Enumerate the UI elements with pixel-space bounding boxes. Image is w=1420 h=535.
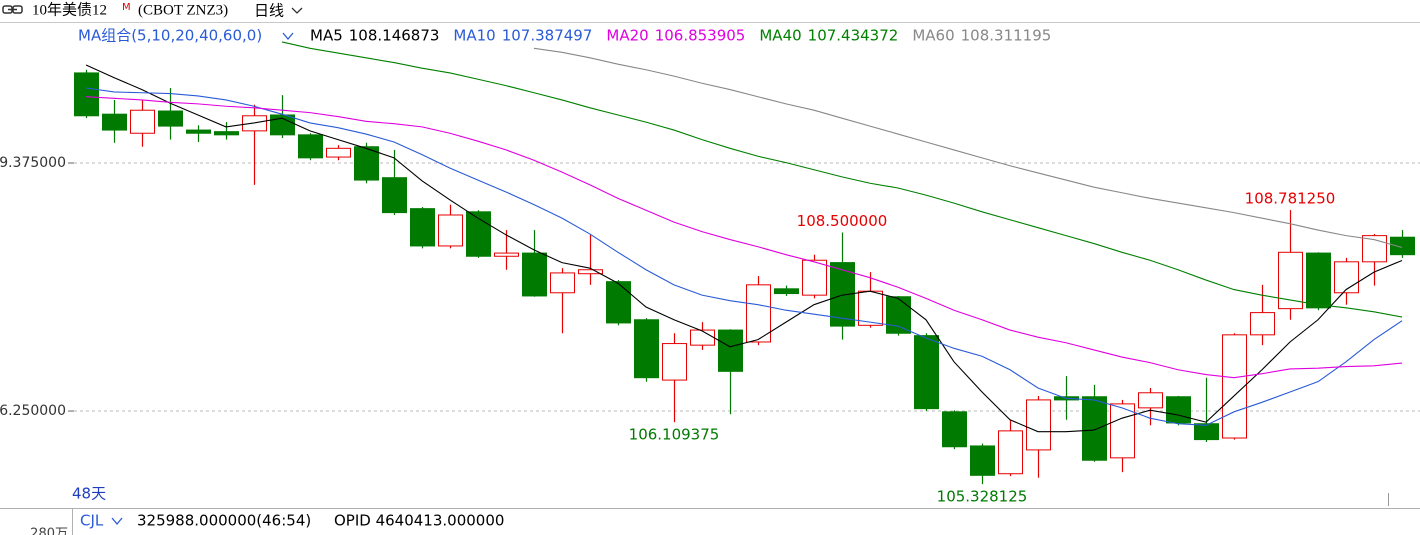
candle-body-up [662, 343, 687, 381]
extreme-annotation: 105.328125 [937, 488, 1028, 506]
ma-group-label[interactable]: MA组合(5,10,20,40,60,0) [78, 27, 262, 45]
candle-body-up [1250, 312, 1275, 336]
title-sup: M [122, 2, 131, 13]
legend-name: MA60 [912, 27, 954, 45]
candle-body-down [270, 114, 295, 136]
candle-body-down [158, 110, 183, 127]
legend-value: 107.387497 [502, 27, 593, 45]
candle-body-up [1026, 399, 1051, 451]
candle-body-up [858, 290, 883, 326]
candle-body-down [354, 146, 379, 181]
candle-body-down [1082, 396, 1107, 461]
legend-value: 108.146873 [349, 27, 440, 45]
indicator-label[interactable]: CJL [80, 512, 104, 530]
candle-body-up [998, 430, 1023, 475]
ma-line [85, 96, 1403, 379]
candle-body-down [186, 129, 211, 134]
candle-body-up [1110, 403, 1135, 459]
candle-body-down [214, 131, 239, 136]
candle-body-up [494, 252, 519, 257]
candle-body-up [326, 147, 351, 158]
legend-name: MA10 [453, 27, 495, 45]
ma-line [533, 47, 1403, 248]
candle-body-down [718, 329, 743, 372]
candle-body-up [746, 284, 771, 343]
ma-line [281, 41, 1403, 318]
period-chevron[interactable] [291, 7, 303, 14]
lower-axis-label: 280万 [30, 527, 68, 535]
candle-body-down [634, 319, 659, 379]
period-selector[interactable]: 日线 [254, 2, 284, 20]
candle-body-down [74, 72, 99, 117]
volume-readout: 325988.000000(46:54) [137, 512, 311, 530]
candle-body-down [298, 134, 323, 159]
candle-body-down [1306, 252, 1331, 309]
candle-body-up [550, 272, 575, 294]
candle-body-up [802, 259, 827, 296]
instrument-symbol: (CBOT ZNZ3) [138, 2, 228, 18]
candle-body-down [1390, 236, 1415, 256]
ma-line [85, 64, 1403, 433]
legend-name: MA5 [310, 27, 343, 45]
candle-body-up [1138, 392, 1163, 409]
y-tick-label: 106.250000 [0, 403, 66, 419]
opid-readout: OPID 4640413.000000 [334, 512, 504, 530]
candle-body-down [522, 252, 547, 297]
candle-body-down [382, 177, 407, 214]
legend-value: 106.853905 [655, 27, 746, 45]
link-icon[interactable] [2, 5, 23, 14]
candle-body-down [102, 113, 127, 131]
candle-body-down [1194, 423, 1219, 441]
legend-name: MA20 [606, 27, 648, 45]
extreme-annotation: 108.781250 [1245, 190, 1336, 208]
candle-body-down [606, 281, 631, 324]
candle-body-up [438, 214, 463, 247]
candle-body-down [410, 208, 435, 247]
candle-body-down [774, 288, 799, 295]
candle-body-down [466, 211, 491, 257]
ma-chevron[interactable] [282, 32, 294, 41]
candle-body-up [1222, 334, 1247, 439]
instrument-title[interactable]: 10年美债12 [32, 1, 107, 18]
y-tick-label: 109.375000 [0, 155, 66, 171]
ma-line [85, 87, 1403, 426]
extreme-annotation: 106.109375 [629, 426, 720, 444]
candle-body-down [942, 411, 967, 448]
legend-name: MA40 [759, 27, 801, 45]
candle-body-up [578, 269, 603, 275]
candle-body-up [1278, 251, 1303, 310]
candle-body-down [970, 445, 995, 476]
candle-body-up [1334, 261, 1359, 294]
indicator-chevron[interactable] [111, 517, 123, 526]
legend-value: 107.434372 [808, 27, 899, 45]
extreme-annotation: 108.500000 [797, 212, 888, 230]
candle-body-down [886, 296, 911, 334]
candle-body-up [690, 329, 715, 346]
legend-value: 108.311195 [961, 27, 1052, 45]
plot-area [74, 41, 1415, 485]
candle-body-down [1166, 396, 1191, 424]
candle-body-up [130, 109, 155, 134]
days-label: 48天 [72, 485, 106, 503]
candle-body-down [914, 335, 939, 410]
